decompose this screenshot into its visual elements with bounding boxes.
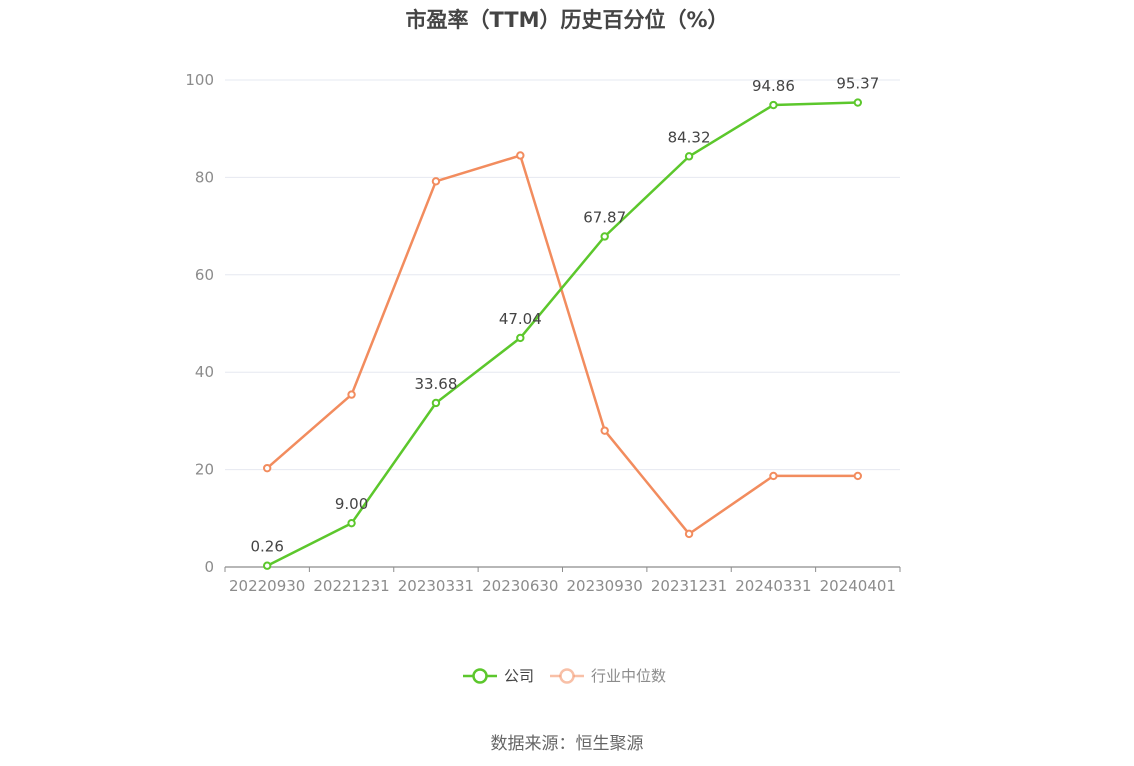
x-tick-label-20240331: 20240331 xyxy=(735,577,811,595)
y-tick-label-20: 20 xyxy=(195,461,214,479)
point-s0-20231231 xyxy=(684,152,694,161)
series-lines xyxy=(266,101,858,567)
point-s1-20230630 xyxy=(516,151,525,160)
data-label-20240331: 94.86 xyxy=(752,77,795,95)
data-label-20230930: 67.87 xyxy=(583,208,626,226)
point-s0-20230930 xyxy=(600,232,609,241)
point-s0-20221231 xyxy=(347,518,356,528)
data-labels: 0.26 9.00 33.68 47.04 67.87 84.32 94.86 95.37 xyxy=(250,75,879,556)
data-label-20220930: 0.26 xyxy=(250,538,283,556)
point-s1-20240331 xyxy=(769,471,778,481)
y-tick-label-0: 0 xyxy=(204,558,214,576)
x-tick-label-20220930: 20220930 xyxy=(229,577,305,595)
grid-lines xyxy=(225,79,900,471)
chart-title: 市盈率（TTM）历史百分位（%） xyxy=(405,8,729,32)
y-tick-label-60: 60 xyxy=(195,266,214,284)
data-label-20230630: 47.04 xyxy=(499,310,542,328)
point-s0-20230331 xyxy=(431,398,441,408)
x-tick-label-20230630: 20230630 xyxy=(482,577,558,595)
series-line-1 xyxy=(266,154,858,536)
data-label-20221231: 9.00 xyxy=(335,495,368,513)
legend-label-1: 行业中位数 xyxy=(591,667,666,685)
legend: 公司 行业中位数 xyxy=(463,667,666,685)
point-s1-20240401 xyxy=(853,471,863,481)
x-tick-label-20230331: 20230331 xyxy=(398,577,474,595)
x-tick-label-20240401: 20240401 xyxy=(820,577,896,595)
legend-item-1: 行业中位数 xyxy=(550,667,666,685)
data-label-20230331: 33.68 xyxy=(414,375,457,393)
point-s0-20230630 xyxy=(516,333,525,343)
data-label-20231231: 84.32 xyxy=(668,128,711,146)
y-tick-label-40: 40 xyxy=(195,363,214,381)
x-tick-label-20221231: 20221231 xyxy=(313,577,389,595)
y-tick-label-80: 80 xyxy=(195,168,214,186)
legend-swatch-marker-1 xyxy=(559,668,575,684)
series-line-0 xyxy=(266,101,858,567)
point-s1-20230930 xyxy=(600,426,609,435)
point-s0-20240401 xyxy=(853,98,863,107)
data-points xyxy=(262,98,863,570)
legend-label-0: 公司 xyxy=(504,667,534,685)
point-s1-20221231 xyxy=(347,390,356,399)
point-s1-20231231 xyxy=(684,529,694,539)
legend-item-0: 公司 xyxy=(463,667,534,685)
point-s1-20230331 xyxy=(431,177,441,186)
point-s0-20220930 xyxy=(262,561,272,570)
point-s1-20220930 xyxy=(262,463,272,473)
source-note: 数据来源：恒生聚源 xyxy=(490,734,644,754)
point-s0-20240331 xyxy=(769,100,778,110)
axes: 0 20 40 60 80 100 20220930 20221231 20230331 2023… xyxy=(185,71,901,595)
y-tick-label-100: 100 xyxy=(185,71,214,89)
x-tick-label-20231231: 20231231 xyxy=(651,577,727,595)
data-label-20240401: 95.37 xyxy=(836,75,879,93)
x-tick-label-20230930: 20230930 xyxy=(567,577,643,595)
legend-swatch-marker-0 xyxy=(472,668,488,684)
